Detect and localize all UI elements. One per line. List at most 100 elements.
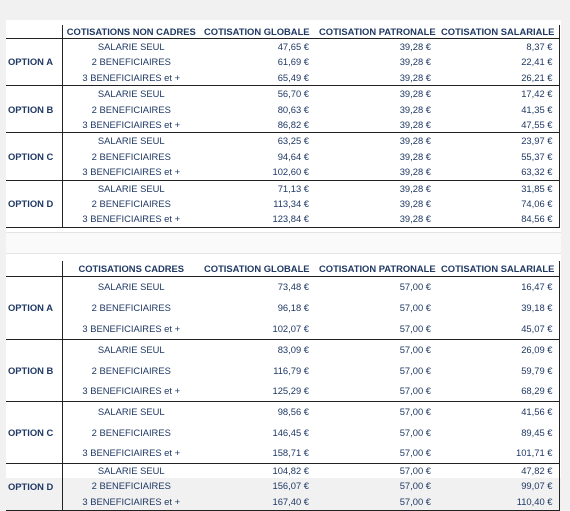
table-row: 2 BENEFICIAIRES 80,63 € 39,28 € 41,35 €	[6, 101, 560, 117]
header-globale: COTISATION GLOBALE	[200, 25, 315, 39]
beneficiary-label: 3 BENEFICIAIRES et +	[61, 116, 200, 134]
cotisation-salariale-value: 63,32 €	[437, 164, 560, 181]
cotisation-patronale-value: 39,28 €	[315, 116, 437, 134]
table-row: 2 BENEFICIAIRES 146,45 € 57,00 € 89,45 €	[6, 422, 560, 443]
cotisation-patronale-value: 39,28 €	[315, 85, 437, 102]
header-category: COTISATIONS NON CADRES	[61, 25, 200, 39]
option-label: OPTION A	[6, 276, 62, 340]
cotisation-patronale-value: 39,28 €	[315, 164, 437, 181]
header-salariale: COTISATION SALARIALE	[437, 261, 560, 277]
table-row: 3 BENEFICIAIRES et +158,71 €57,00 €101,7…	[6, 443, 560, 464]
cotisation-patronale-value: 39,28 €	[315, 132, 437, 149]
cotisation-globale-value: 94,64 €	[277, 150, 309, 162]
cotisation-salariale-value: 99,07 €	[437, 478, 560, 494]
cotisation-globale-value: 83,09 €	[200, 339, 315, 360]
option-label: OPTION B	[6, 85, 62, 134]
beneficiary-label: SALARIE SEUL	[61, 463, 200, 478]
beneficiary-label: 3 BENEFICIAIRES et +	[61, 318, 200, 340]
table-row: OPTION A SALARIE SEUL 73,48 €57,00 €16,47 …	[6, 276, 560, 340]
cotisation-patronale-value: 39,28 €	[315, 38, 437, 55]
beneficiary-label: 3 BENEFICIAIRES et +	[61, 443, 200, 464]
cotisation-patronale-value: 57,00 €	[315, 443, 437, 464]
cotisation-globale-value: 158,71 €	[200, 443, 315, 464]
cotisation-globale-value: 116,79 €	[273, 364, 309, 376]
cotisation-patronale-value: 57,00 €	[399, 426, 431, 438]
header-blank-cell	[6, 25, 62, 39]
cotisation-patronale-value: 57,00 €	[399, 480, 431, 492]
cotisation-salariale-value: 17,42 €	[437, 85, 560, 102]
table-row: OPTION D SALARIE SEUL 104,82 € 57,00 € 47,82…	[6, 463, 560, 511]
cotisation-globale-value: 104,82 €	[200, 463, 315, 478]
beneficiary-label: 2 BENEFICIAIRES	[61, 195, 200, 212]
cotisation-salariale-value: 101,71 €	[437, 443, 560, 464]
table-row: 3 BENEFICIAIRES et +102,60 €39,28 €63,32…	[6, 164, 560, 181]
cotisation-salariale-value: 84,56 €	[437, 211, 560, 228]
cotisation-salariale-value: 26,21 €	[437, 69, 560, 87]
cotisation-salariale-value: 47,82 €	[437, 463, 560, 478]
option-label: OPTION D	[6, 463, 62, 511]
cotisation-patronale-value: 57,00 €	[315, 276, 437, 297]
cotisation-globale-value: 86,82 €	[200, 116, 315, 134]
cotisation-globale-value: 71,13 €	[200, 179, 315, 196]
table-row: 2 BENEFICIAIRES 116,79 € 57,00 € 59,79 €	[6, 360, 560, 381]
table-row: OPTION B SALARIE SEUL 56,70 €39,28 €17,42 …	[6, 85, 560, 134]
cotisation-salariale-value: 23,97 €	[437, 132, 560, 149]
cotisation-globale-value: 98,56 €	[200, 401, 315, 422]
cotisation-salariale-value: 68,29 €	[437, 381, 560, 402]
cotisation-globale-value: 156,07 €	[272, 480, 310, 492]
beneficiary-label: 3 BENEFICIAIRES et +	[61, 381, 200, 402]
cotisation-patronale-value: 39,28 €	[399, 103, 431, 115]
cotisation-salariale-value: 39,18 €	[437, 297, 560, 318]
beneficiary-label: SALARIE SEUL	[61, 132, 200, 149]
header-category: COTISATIONS CADRES	[61, 261, 200, 277]
table-row: OPTION C SALARIE SEUL 63,25 €39,28 €23,97 …	[6, 132, 560, 181]
option-label: OPTION C	[6, 132, 62, 181]
table-row: OPTION C SALARIE SEUL 98,56 €57,00 €41,56 …	[6, 401, 560, 464]
cotisation-globale-value: 125,29 €	[200, 381, 315, 402]
cotisation-patronale-value: 39,28 €	[315, 179, 437, 196]
table-row: OPTION A SALARIE SEUL 47,65 €39,28 €8,37 €	[6, 37, 560, 87]
beneficiary-label: 2 BENEFICIAIRES	[61, 54, 200, 70]
table-row: 3 BENEFICIAIRES et +123,84 €39,28 €84,56…	[6, 211, 560, 228]
cotisation-salariale-value: 59,79 €	[437, 360, 560, 381]
option-label: OPTION D	[6, 179, 62, 228]
cotisation-globale-value: 96,18 €	[277, 301, 309, 313]
cotisation-globale-value: 80,63 €	[277, 103, 309, 115]
cotisation-patronale-value: 57,00 €	[315, 381, 437, 402]
cotisation-salariale-value: 22,41 €	[437, 54, 560, 70]
cadres-table: COTISATIONS CADRES COTISATION GLOBALE COTI…	[6, 261, 560, 511]
cotisation-patronale-value: 57,00 €	[315, 494, 437, 511]
table-row: OPTION B SALARIE SEUL 83,09 €57,00 €26,09 …	[6, 339, 560, 402]
table-row: 2 BENEFICIAIRES 113,34 € 39,28 € 74,06 €	[6, 195, 560, 212]
beneficiary-label: 3 BENEFICIAIRES et +	[61, 69, 200, 87]
beneficiary-label: SALARIE SEUL	[61, 276, 200, 297]
cotisation-salariale-value: 74,06 €	[437, 195, 560, 212]
cotisation-patronale-value: 57,00 €	[399, 301, 431, 313]
cotisation-patronale-value: 57,00 €	[315, 339, 437, 360]
cotisation-globale-value: 146,45 €	[272, 426, 310, 438]
cotisation-globale-value: 113,34 €	[273, 197, 309, 209]
cotisation-globale-value: 102,07 €	[200, 318, 315, 340]
beneficiary-label: 3 BENEFICIAIRES et +	[61, 211, 200, 228]
cotisation-salariale-value: 41,35 €	[437, 101, 560, 117]
cotisation-globale-value: 123,84 €	[200, 211, 315, 228]
beneficiary-label: 2 BENEFICIAIRES	[61, 148, 200, 165]
cotisation-patronale-value: 39,28 €	[399, 197, 431, 209]
cotisation-globale-value: 73,48 €	[200, 276, 315, 297]
beneficiary-label: 2 BENEFICIAIRES	[61, 101, 200, 117]
table-row: 3 BENEFICIAIRES et +86,82 €39,28 €47,55 …	[6, 116, 560, 134]
cotisation-salariale-value: 89,45 €	[437, 422, 560, 443]
header-blank-cell	[6, 261, 62, 277]
table-row: 2 BENEFICIAIRES 94,64 € 39,28 € 55,37 €	[6, 148, 560, 165]
cotisation-patronale-value: 39,28 €	[315, 211, 437, 228]
table-row: 2 BENEFICIAIRES 96,18 € 57,00 € 39,18 €	[6, 297, 560, 318]
option-label: OPTION B	[6, 339, 62, 402]
cotisation-globale-value: 102,60 €	[200, 164, 315, 181]
table-row: 3 BENEFICIAIRES et +102,07 €57,00 €45,07…	[6, 318, 560, 340]
cotisation-globale-value: 47,65 €	[200, 38, 315, 55]
cotisation-salariale-value: 55,37 €	[437, 148, 560, 165]
cotisation-globale-value: 167,40 €	[200, 494, 315, 511]
cotisation-patronale-value: 39,28 €	[315, 69, 437, 87]
table-separator	[6, 232, 561, 254]
table-row: 3 BENEFICIAIRES et +65,49 €39,28 €26,21 …	[6, 69, 560, 87]
